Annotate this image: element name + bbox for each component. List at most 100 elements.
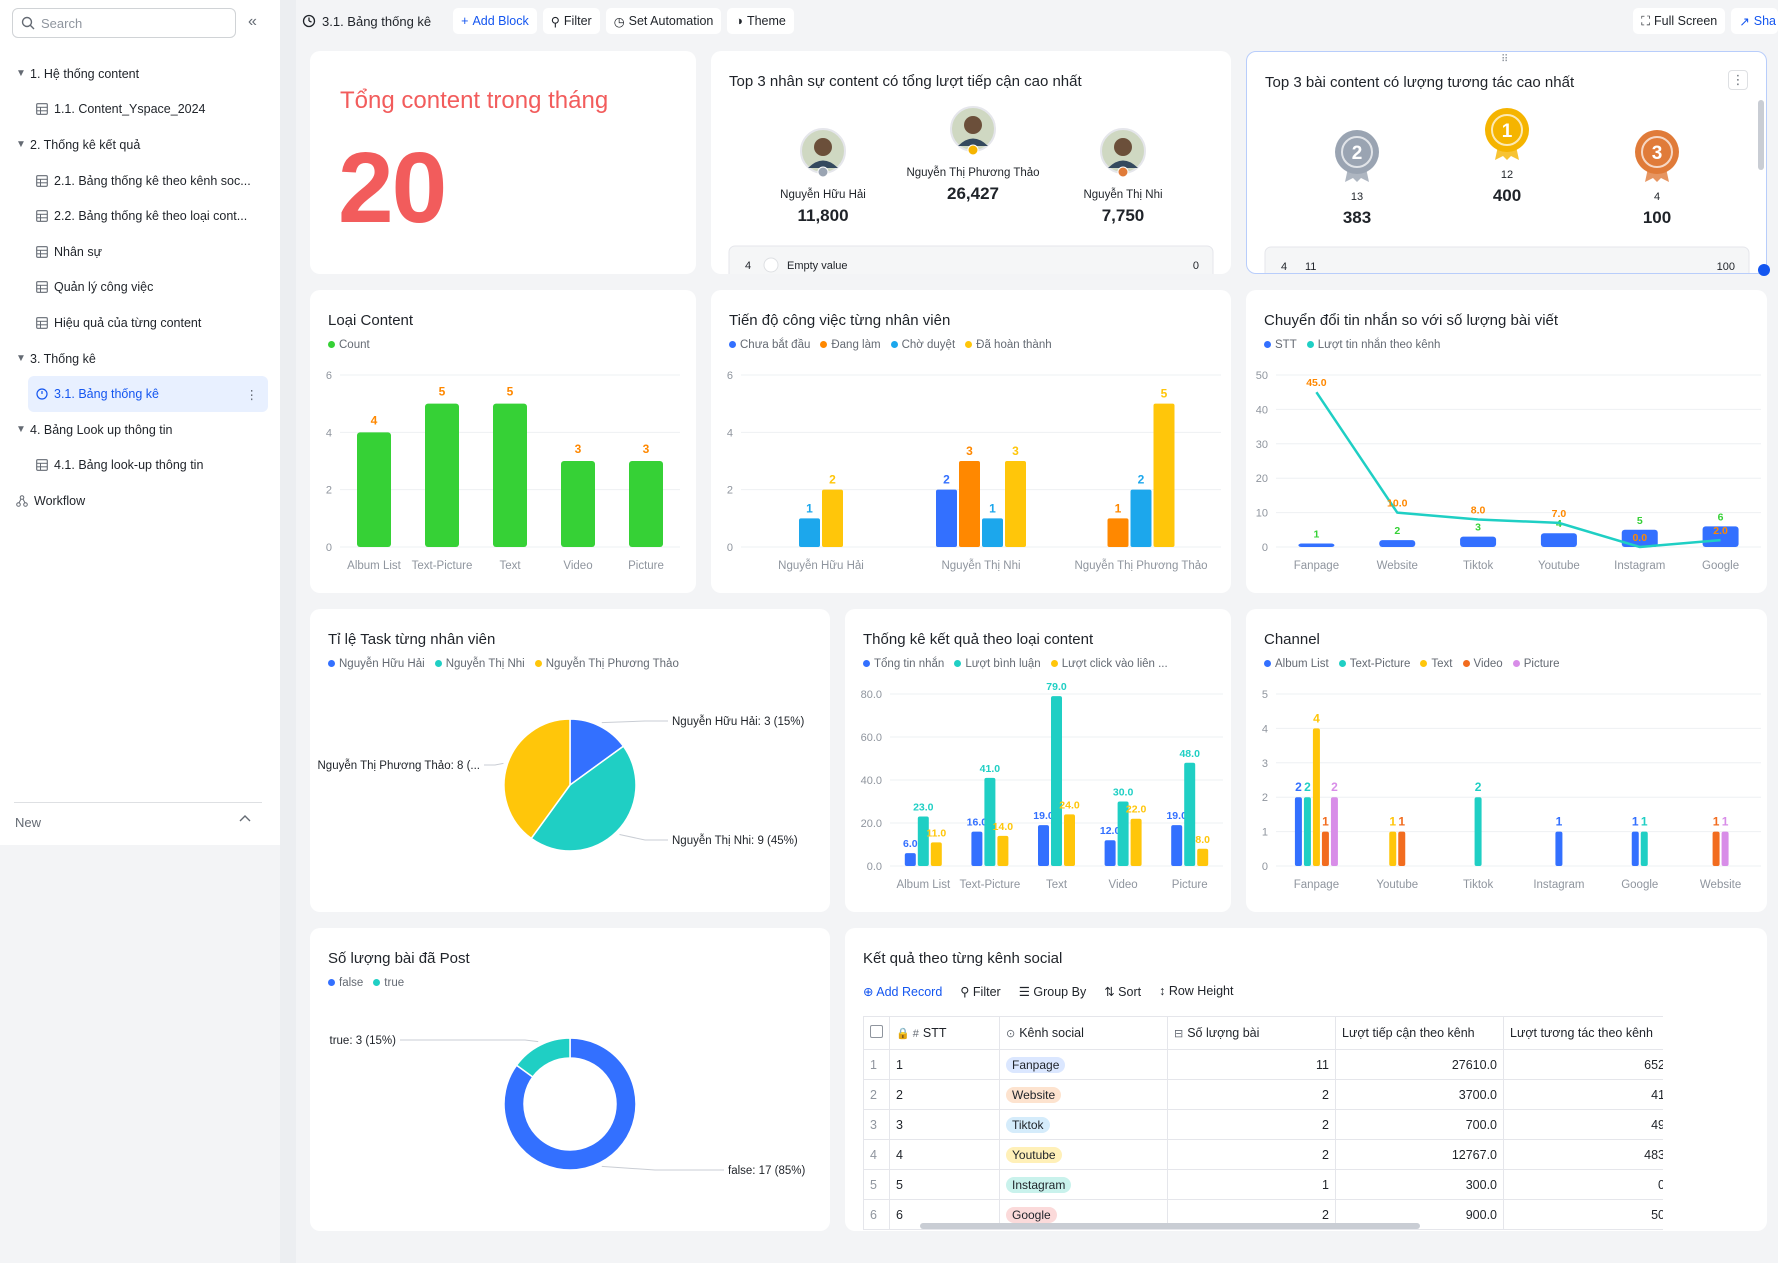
sidebar-item-4[interactable]: 2.2. Bảng thống kê theo loại cont... [0, 198, 280, 234]
bar[interactable] [1321, 831, 1329, 866]
legend-item[interactable]: Nguyễn Hữu Hải [328, 658, 425, 670]
legend-item[interactable]: true [373, 977, 404, 989]
stt-cell[interactable]: 4 [889, 1139, 1000, 1170]
so-bai-cell[interactable]: 11 [1167, 1049, 1336, 1080]
bar[interactable] [493, 403, 527, 547]
column-header[interactable]: Lượt tiếp cận theo kênh [1335, 1016, 1504, 1050]
legend-item[interactable]: Text [1420, 658, 1453, 670]
add-record-button[interactable]: ⊕ Add Record [863, 985, 943, 999]
legend-item[interactable]: Picture [1512, 658, 1560, 670]
stt-cell[interactable]: 5 [889, 1169, 1000, 1200]
column-header[interactable]: ⊙ Kênh social [999, 1016, 1168, 1050]
tien-do-chart-card[interactable]: Tiến độ công việc từng nhân viên Chưa bắ… [711, 290, 1231, 593]
sidebar-item-1[interactable]: 1.1. Content_Yspace_2024 [0, 92, 280, 128]
bar[interactable] [1379, 540, 1416, 547]
bar[interactable] [971, 831, 983, 866]
row-number[interactable]: 6 [863, 1199, 890, 1230]
column-header[interactable]: Lượt tương tác theo kênh [1503, 1016, 1663, 1050]
pie-slice[interactable] [530, 745, 637, 852]
tiep-can-cell[interactable]: 700.0 [1335, 1109, 1504, 1140]
loai-content-chart-card[interactable]: Loại Content Count 0 2 4 6 Album List Text-Pi… [310, 290, 696, 593]
drag-handle-icon[interactable]: ⠿ [1501, 54, 1509, 65]
top-posts-card[interactable]: Top 3 bài content có lượng tương tác cao… [1246, 51, 1767, 274]
row-number[interactable]: 2 [863, 1079, 890, 1110]
column-header[interactable]: 🔒 # STT [889, 1016, 1000, 1050]
kenh-cell[interactable]: Website [999, 1079, 1168, 1110]
stt-cell[interactable]: 2 [889, 1079, 1000, 1110]
bar[interactable] [1130, 489, 1152, 547]
pie-slice[interactable] [503, 718, 571, 840]
legend-item[interactable]: Text-Picture [1338, 658, 1410, 670]
ket-qua-loai-chart-card[interactable]: Thống kê kết quả theo loại content Tổng … [845, 609, 1231, 912]
sidebar-item-8[interactable]: ▼ 3. Thống kê [0, 341, 280, 377]
bar[interactable] [1303, 797, 1311, 866]
legend-item[interactable]: Lượt bình luận [954, 658, 1041, 670]
legend-item[interactable]: Tổng tin nhắn [863, 658, 944, 670]
pie-slice[interactable] [569, 718, 625, 787]
legend-item[interactable]: false [328, 977, 363, 989]
pie-slice[interactable] [515, 1037, 571, 1079]
tuong-tac-cell[interactable]: 652 [1503, 1049, 1663, 1080]
caret-down-icon[interactable]: ▼ [16, 139, 26, 151]
kenh-cell[interactable]: Instagram [999, 1169, 1168, 1200]
bar[interactable] [561, 461, 595, 547]
legend-item[interactable]: Đang làm [820, 339, 881, 351]
column-header[interactable]: ⊟ Số lượng bài [1167, 1016, 1336, 1050]
legend-item[interactable]: Lượt click vào liên ... [1050, 658, 1168, 670]
series-line[interactable] [1315, 391, 1721, 549]
share-button[interactable]: ↗ Sha [1731, 8, 1778, 34]
tiep-can-cell[interactable]: 12767.0 [1335, 1139, 1504, 1170]
collapse-sidebar-icon[interactable]: « [248, 13, 257, 30]
bar[interactable] [1294, 797, 1302, 866]
bar[interactable] [917, 816, 929, 866]
filter-button[interactable]: ⚲ Filter [542, 8, 600, 34]
sidebar-item-2[interactable]: ▼ 2. Thống kê kết quả [0, 127, 280, 163]
caret-down-icon[interactable]: ▼ [16, 68, 26, 80]
legend-item[interactable]: Nguyễn Thị Nhi [434, 658, 525, 670]
bar[interactable] [1051, 696, 1062, 866]
sidebar-item-7[interactable]: Hiệu quả của từng content [0, 305, 280, 341]
tuong-tac-cell[interactable]: 50 [1503, 1199, 1663, 1230]
sidebar-item-10[interactable]: ▼ 4. Bảng Look up thông tin [0, 412, 280, 448]
table-row[interactable]: 5 5 Instagram 1 300.0 0 [863, 1169, 1663, 1200]
bar[interactable] [629, 461, 663, 547]
sidebar-item-6[interactable]: Quản lý công việc [0, 270, 280, 306]
table-row[interactable]: 1 1 Fanpage 11 27610.0 652 [863, 1049, 1663, 1080]
table-row[interactable]: 3 3 Tiktok 2 700.0 49 [863, 1109, 1663, 1140]
total-content-card[interactable]: Tổng content trong tháng 20 [310, 51, 696, 274]
legend-item[interactable]: Đã hoàn thành [965, 339, 1052, 351]
bar[interactable] [1398, 831, 1406, 866]
bar[interactable] [1064, 814, 1075, 866]
bar[interactable] [930, 842, 942, 866]
tiep-can-cell[interactable]: 300.0 [1335, 1169, 1504, 1200]
full-screen-button[interactable]: ⛶ Full Screen [1633, 8, 1726, 34]
bar[interactable] [822, 489, 843, 547]
bar[interactable] [1171, 825, 1183, 866]
bar[interactable] [1130, 818, 1142, 866]
stt-cell[interactable]: 3 [889, 1109, 1000, 1140]
bar[interactable] [1540, 533, 1577, 547]
bar[interactable] [904, 853, 916, 866]
chuyen-doi-chart-card[interactable]: Chuyển đổi tin nhắn so với số lượng bài … [1246, 290, 1767, 593]
theme-button[interactable]: ◑ Theme [727, 8, 794, 34]
bar[interactable] [1038, 825, 1049, 866]
set-automation-button[interactable]: ◷ Set Automation [605, 8, 722, 34]
kenh-cell[interactable]: Youtube [999, 1139, 1168, 1170]
legend-item[interactable]: Count [328, 339, 370, 351]
bar[interactable] [1104, 840, 1116, 866]
stt-cell[interactable]: 1 [889, 1049, 1000, 1080]
so-bai-cell[interactable]: 2 [1167, 1139, 1336, 1170]
so-bai-cell[interactable]: 2 [1167, 1079, 1336, 1110]
legend-item[interactable]: Album List [1264, 658, 1329, 670]
new-section-label[interactable]: New [15, 815, 42, 830]
row-number[interactable]: 3 [863, 1109, 890, 1140]
legend-item[interactable]: Chờ duyệt [890, 339, 955, 351]
row-number[interactable]: 1 [863, 1049, 890, 1080]
bar[interactable] [799, 518, 820, 547]
bar[interactable] [959, 461, 980, 547]
legend-item[interactable]: Nguyễn Thị Phương Thảo [534, 658, 679, 670]
bar[interactable] [1184, 762, 1196, 866]
more-icon[interactable]: ⋮ [245, 387, 259, 402]
bar[interactable] [1330, 797, 1338, 866]
sidebar-item-12[interactable]: Workflow [0, 483, 280, 519]
